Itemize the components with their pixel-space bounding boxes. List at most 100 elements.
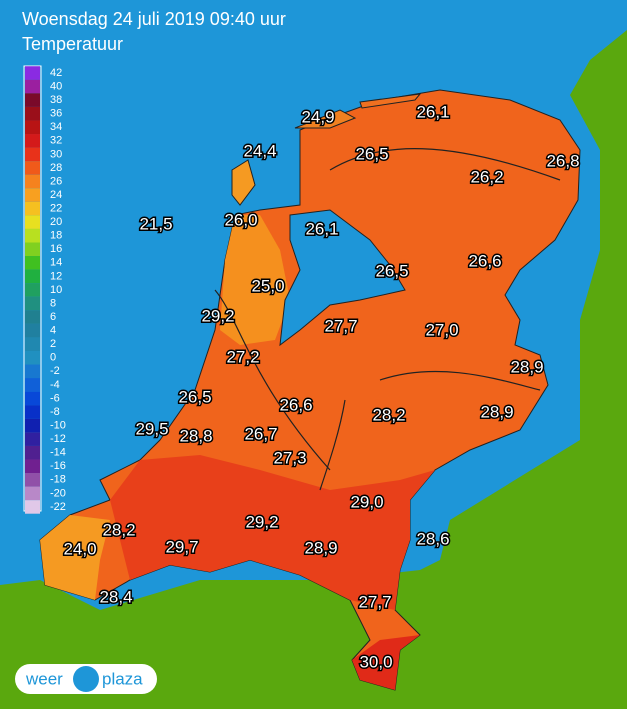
legend-label: 32	[50, 135, 62, 147]
logo-right: plaza	[102, 669, 143, 688]
legend-swatch	[25, 106, 40, 121]
legend-label: 26	[50, 175, 62, 187]
legend-label: 30	[50, 148, 62, 160]
ijsselmeer	[279, 209, 406, 347]
legend-label: 38	[50, 94, 62, 106]
legend-label: 20	[50, 216, 62, 228]
temperature-reading: 27,3	[273, 448, 306, 467]
legend-swatch	[25, 500, 40, 514]
legend-label: -6	[50, 392, 60, 404]
legend-swatch	[25, 256, 40, 270]
temperature-reading: 28,9	[304, 538, 337, 557]
legend-label: 12	[50, 270, 62, 282]
legend-swatch	[25, 66, 40, 80]
temperature-reading: 26,1	[416, 102, 449, 121]
temperature-reading: 28,2	[102, 520, 135, 539]
temperature-reading: 26,7	[244, 424, 277, 443]
legend-label: -4	[50, 379, 60, 391]
legend-label: 36	[50, 108, 62, 120]
legend-label: 8	[50, 297, 56, 309]
temperature-reading: 24,9	[301, 107, 334, 126]
legend-swatch	[25, 391, 40, 406]
temperature-reading: 26,8	[546, 151, 579, 170]
legend-label: 28	[50, 162, 62, 174]
legend-swatch	[25, 269, 40, 284]
temperature-reading: 26,1	[305, 219, 338, 238]
temperature-reading: 26,5	[375, 261, 408, 280]
logo-icon	[73, 666, 99, 692]
legend-swatch	[25, 310, 40, 324]
temperature-reading: 26,6	[279, 395, 312, 414]
temperature-reading: 29,0	[350, 492, 383, 511]
legend-swatch	[25, 337, 40, 351]
legend-label: 10	[50, 284, 62, 296]
legend-swatch	[25, 486, 40, 501]
temperature-reading: 26,0	[224, 210, 257, 229]
island	[294, 109, 357, 129]
legend-label: 40	[50, 80, 62, 92]
legend-swatch	[25, 120, 40, 135]
temperature-reading: 24,4	[243, 141, 276, 160]
legend-swatch	[25, 459, 40, 474]
temperature-reading: 26,6	[468, 251, 501, 270]
legend-swatch	[25, 473, 40, 487]
zone-south	[110, 455, 435, 610]
legend-label: 4	[50, 325, 56, 337]
legend-label: 22	[50, 203, 62, 215]
temperature-reading: 26,5	[355, 144, 388, 163]
legend-label: -20	[50, 487, 66, 499]
legend-swatch	[25, 228, 40, 243]
legend-swatch	[25, 134, 40, 148]
legend-swatch	[25, 378, 40, 392]
temperature-reading: 29,2	[245, 512, 278, 531]
legend-label: 16	[50, 243, 62, 255]
zone-zeeland	[40, 515, 110, 600]
temperature-reading: 30,0	[359, 652, 392, 671]
legend-swatch	[25, 161, 40, 175]
temperature-reading: 29,5	[135, 419, 168, 438]
map-subtitle: Temperatuur	[22, 34, 123, 54]
temperature-reading: 29,7	[165, 537, 198, 556]
legend-swatch	[25, 174, 40, 189]
legend-swatch	[25, 445, 40, 460]
temperature-reading: 28,9	[480, 402, 513, 421]
temperature-reading: 25,0	[251, 276, 284, 295]
legend-swatch	[25, 79, 40, 94]
logo: weer plaza	[15, 664, 157, 694]
temperature-reading: 28,2	[372, 405, 405, 424]
temperature-reading: 28,4	[99, 587, 132, 606]
legend-label: 2	[50, 338, 56, 350]
legend-swatch	[25, 405, 40, 419]
temperature-reading: 26,5	[178, 387, 211, 406]
legend-swatch	[25, 93, 40, 107]
legend-swatch	[25, 364, 40, 379]
legend-swatch	[25, 215, 40, 229]
temperature-reading: 26,2	[470, 167, 503, 186]
legend-label: 34	[50, 121, 62, 133]
island	[231, 159, 256, 206]
temperature-reading: 21,5	[139, 214, 172, 233]
temperature-reading: 27,7	[324, 316, 357, 335]
zone-limburg	[352, 635, 420, 690]
legend-label: -12	[50, 433, 66, 445]
legend-label: 42	[50, 67, 62, 79]
legend-label: 18	[50, 230, 62, 242]
island	[359, 93, 422, 109]
logo-left: weer	[25, 669, 63, 688]
legend-label: -2	[50, 365, 60, 377]
legend-label: 0	[50, 352, 56, 364]
legend-swatch	[25, 283, 40, 297]
temperature-reading: 28,6	[416, 529, 449, 548]
legend-swatch	[25, 242, 40, 257]
legend-label: 14	[50, 257, 62, 269]
legend-label: -16	[50, 460, 66, 472]
legend-label: -22	[50, 501, 66, 513]
temperature-reading: 27,2	[226, 347, 259, 366]
temperature-reading: 27,0	[425, 320, 458, 339]
temperature-reading: 29,2	[201, 306, 234, 325]
legend-swatch	[25, 432, 40, 446]
isotherm	[214, 148, 561, 491]
temperature-reading: 24,0	[63, 539, 96, 558]
map-title: Woensdag 24 juli 2019 09:40 uur	[22, 9, 286, 29]
legend-label: -10	[50, 419, 66, 431]
